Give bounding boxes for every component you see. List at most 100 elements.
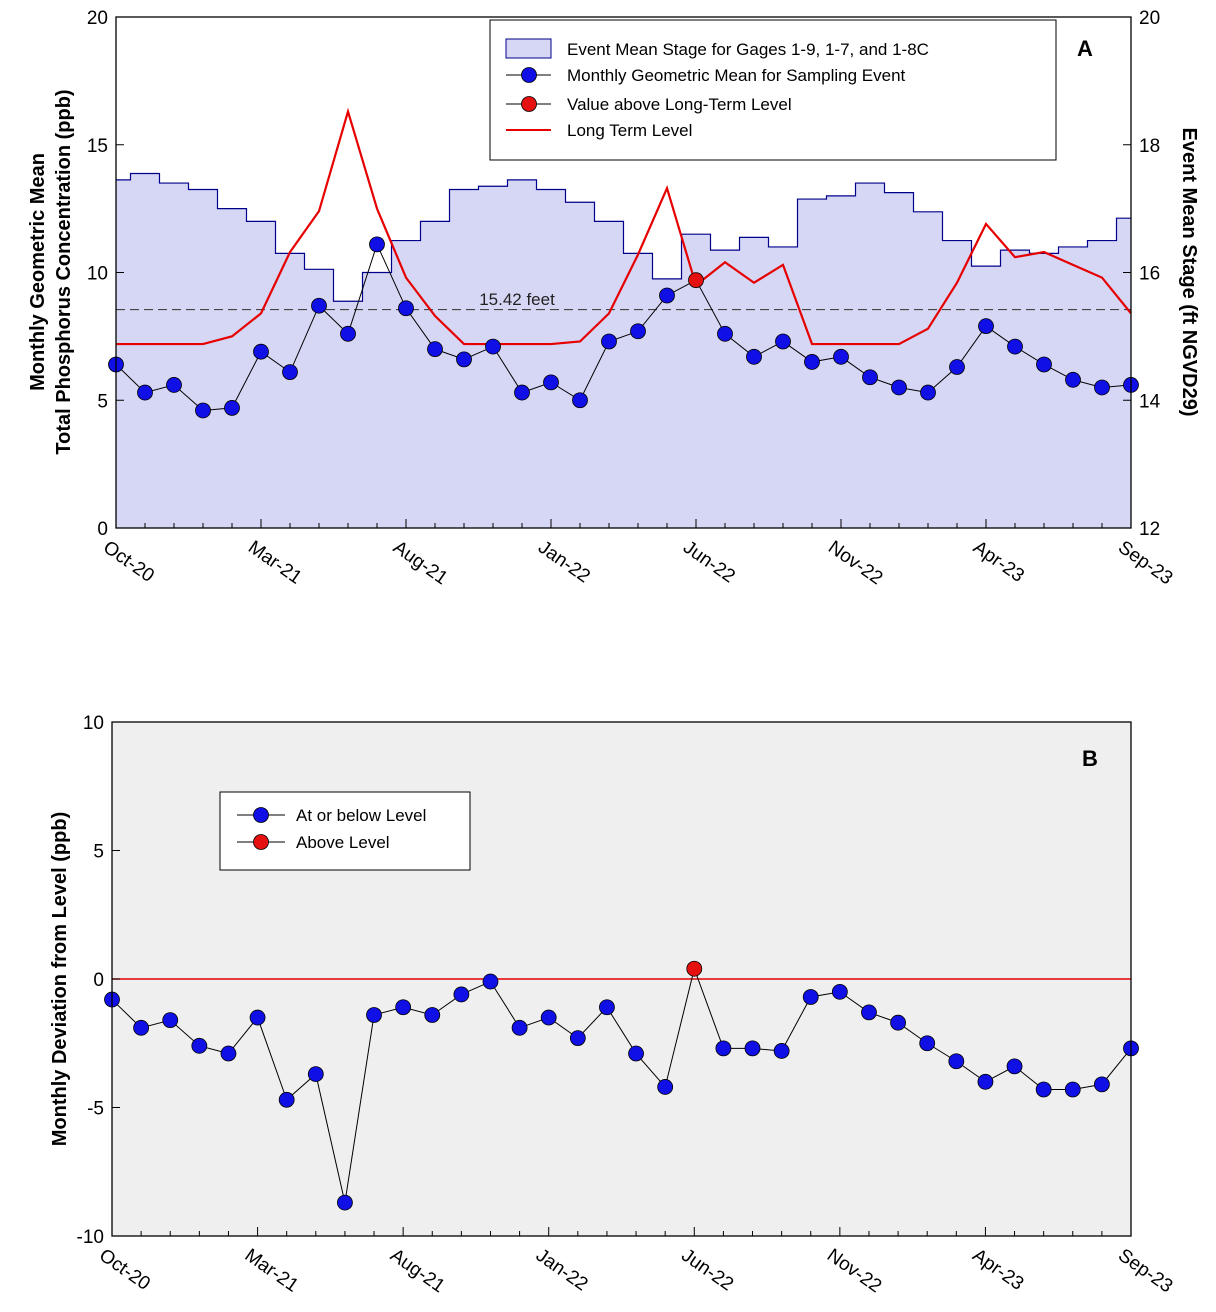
y-axis-ticks-b: -10 -5 0 5 10 <box>77 713 120 1248</box>
legend-b-label-above: Above Level <box>296 833 390 852</box>
long-term-level-line <box>116 107 1132 346</box>
geometric-mean-point <box>1036 356 1052 373</box>
geometric-mean-point <box>920 384 936 401</box>
right-tick-label: 14 <box>1139 391 1161 412</box>
deviation-point <box>337 1194 353 1211</box>
reference-line-label: 15.42 feet <box>479 290 555 309</box>
geometric-mean-point <box>543 374 559 391</box>
deviation-point <box>453 986 470 1003</box>
stage-area-fill <box>116 173 1131 528</box>
deviation-point <box>424 1007 441 1023</box>
right-tick-label: 16 <box>1139 264 1160 285</box>
deviation-point <box>249 1009 266 1026</box>
y-axis-title-b: Monthly Deviation from Level (ppb) <box>49 812 71 1146</box>
deviation-point <box>861 1004 877 1021</box>
deviation-point <box>919 1035 936 1052</box>
geometric-mean-point <box>833 348 849 365</box>
stage-area <box>116 172 1131 528</box>
geometric-mean-point <box>891 379 907 396</box>
above-level-point <box>688 272 704 289</box>
y-tick-label-b: 0 <box>93 970 104 991</box>
legend-a-label-stage: Event Mean Stage for Gages 1-9, 1-7, and… <box>567 40 929 59</box>
geometric-mean-point <box>427 341 443 358</box>
panel-a-label: A <box>1077 36 1093 61</box>
panel-b-label: B <box>1082 746 1098 771</box>
x-axis-ticks: Oct-20 Mar-21 Aug-21 Jan-22 Jun-22 Nov-22 Apr-… <box>99 519 1176 589</box>
deviation-series <box>104 960 1139 1211</box>
x-tick-label: Mar-21 <box>244 537 305 589</box>
deviation-point <box>628 1045 644 1062</box>
geometric-mean-point <box>282 364 298 381</box>
deviation-point <box>133 1019 150 1036</box>
right-axis-ticks: 12 14 16 18 20 <box>1123 8 1161 540</box>
left-tick-label: 5 <box>97 391 108 412</box>
deviation-point <box>831 983 848 1000</box>
legend-b-marker-below <box>253 807 269 823</box>
deviation-point <box>657 1079 674 1095</box>
above-level-marker-series <box>688 272 704 289</box>
deviation-point <box>482 973 499 990</box>
deviation-point <box>366 1007 382 1023</box>
deviation-point <box>220 1045 237 1062</box>
x-tick-label-b: Mar-21 <box>241 1245 302 1297</box>
geometric-mean-point <box>253 343 269 360</box>
y-tick-label-b: 10 <box>83 713 104 734</box>
reference-line: 15.42 feet <box>116 290 1131 311</box>
deviation-point <box>1006 1058 1023 1075</box>
x-tick-label: Jun-22 <box>679 537 739 588</box>
geometric-mean-point <box>775 333 791 350</box>
geometric-mean-point <box>311 297 327 314</box>
geometric-mean-point <box>717 325 733 342</box>
deviation-point <box>278 1091 295 1108</box>
deviation-point <box>569 1030 586 1047</box>
left-axis-title-line1: Monthly Geometric Mean <box>27 153 49 391</box>
deviation-point <box>773 1043 790 1059</box>
geometric-mean-point <box>340 325 356 342</box>
x-tick-label: Aug-21 <box>389 537 451 589</box>
geometric-mean-point <box>1065 371 1081 388</box>
legend-b-marker-above <box>253 834 269 850</box>
legend-b-box <box>219 791 471 871</box>
left-tick-label: 15 <box>87 136 108 157</box>
geometric-mean-point <box>514 384 530 401</box>
left-tick-label: 10 <box>87 264 108 285</box>
left-tick-label: 0 <box>97 519 108 540</box>
legend-a-box <box>489 19 1057 161</box>
deviation-point <box>890 1014 906 1031</box>
legend-a: Event Mean Stage for Gages 1-9, 1-7, and… <box>489 19 1057 161</box>
deviation-point <box>540 1009 557 1026</box>
x-tick-label-b: Jun-22 <box>677 1245 737 1296</box>
legend-a-label-above: Value above Long-Term Level <box>567 95 792 114</box>
x-axis-ticks-b: Oct-20 Mar-21 Aug-21 Jan-22 Jun-22 Nov-22 Apr-… <box>95 1227 1176 1297</box>
legend-a-label-gm: Monthly Geometric Mean for Sampling Even… <box>567 66 906 85</box>
panel-a: 15.42 feet 0 5 10 15 20 12 14 16 18 20 Oct-20 Mar… <box>27 8 1200 589</box>
geometric-mean-point <box>630 323 646 340</box>
geometric-mean-point <box>601 333 617 350</box>
x-tick-label: Oct-20 <box>99 537 158 587</box>
deviation-point <box>1035 1081 1052 1098</box>
x-tick-label-b: Aug-21 <box>386 1245 448 1297</box>
right-tick-label: 12 <box>1139 519 1160 540</box>
legend-b: At or below Level Above Level <box>219 791 471 871</box>
legend-a-marker-gm <box>521 67 537 83</box>
geometric-mean-point <box>978 318 994 335</box>
geometric-mean-point <box>659 287 675 304</box>
deviation-point <box>802 989 819 1005</box>
geometric-mean-point <box>485 338 501 355</box>
geometric-mean-point <box>804 354 820 370</box>
legend-b-label-below: At or below Level <box>296 806 426 825</box>
geometric-mean-point <box>195 402 211 419</box>
y-tick-label-b: -5 <box>87 1099 104 1120</box>
x-tick-label-b: Nov-22 <box>823 1245 885 1297</box>
left-tick-label: 20 <box>87 8 108 29</box>
y-tick-label-b: 5 <box>93 842 104 863</box>
geometric-mean-point <box>572 392 588 409</box>
right-axis-title: Event Mean Stage (ft NGVD29) <box>1178 128 1200 417</box>
geometric-mean-point <box>1007 338 1023 355</box>
long-term-level-polyline <box>116 107 1132 346</box>
deviation-point <box>948 1053 965 1070</box>
deviation-point <box>307 1066 324 1082</box>
deviation-point <box>599 999 615 1016</box>
geometric-mean-point <box>862 369 878 386</box>
